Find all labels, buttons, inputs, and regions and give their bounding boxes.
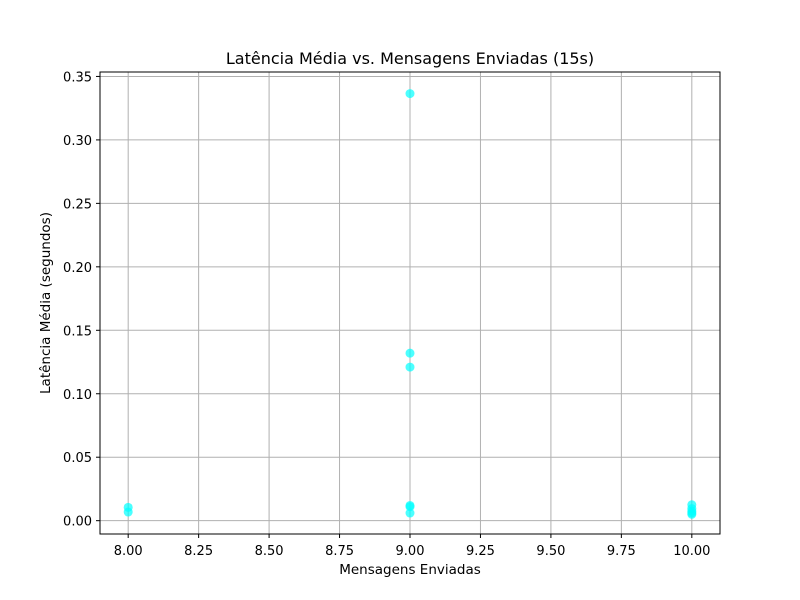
y-tick-label: 0.05 (63, 451, 92, 466)
y-tick-label: 0.30 (63, 134, 92, 149)
y-tick-label: 0.00 (63, 515, 92, 530)
x-tick-label: 8.50 (255, 544, 284, 559)
y-tick-label: 0.25 (63, 197, 92, 212)
y-axis: 0.00 0.05 0.10 0.15 0.20 0.25 0.30 0.35 (63, 70, 100, 530)
x-tick-label: 9.25 (466, 544, 495, 559)
x-tick-label: 8.00 (114, 544, 143, 559)
y-axis-label: Latência Média (segundos) (38, 212, 54, 394)
y-tick-label: 0.35 (63, 70, 92, 85)
x-tick-label: 9.00 (396, 544, 425, 559)
x-tick-label: 10.00 (673, 544, 710, 559)
data-point (123, 507, 133, 517)
data-point (687, 509, 697, 519)
data-point (405, 348, 415, 358)
x-tick-label: 8.25 (184, 544, 213, 559)
x-tick-label: 9.50 (536, 544, 565, 559)
data-point (405, 508, 415, 518)
y-tick-label: 0.10 (63, 388, 92, 403)
x-tick-label: 8.75 (325, 544, 354, 559)
x-axis: 8.00 8.25 8.50 8.75 9.00 9.25 9.50 9.75 10.00 (114, 534, 710, 559)
y-tick-label: 0.20 (63, 261, 92, 276)
grid (100, 72, 720, 534)
data-point (405, 89, 415, 99)
y-tick-label: 0.15 (63, 324, 92, 339)
data-points (123, 89, 697, 519)
data-point (405, 502, 415, 512)
x-tick-label: 9.75 (607, 544, 636, 559)
chart-title: Latência Média vs. Mensagens Enviadas (1… (226, 49, 594, 68)
x-axis-label: Mensagens Enviadas (339, 562, 481, 578)
data-point (405, 362, 415, 372)
